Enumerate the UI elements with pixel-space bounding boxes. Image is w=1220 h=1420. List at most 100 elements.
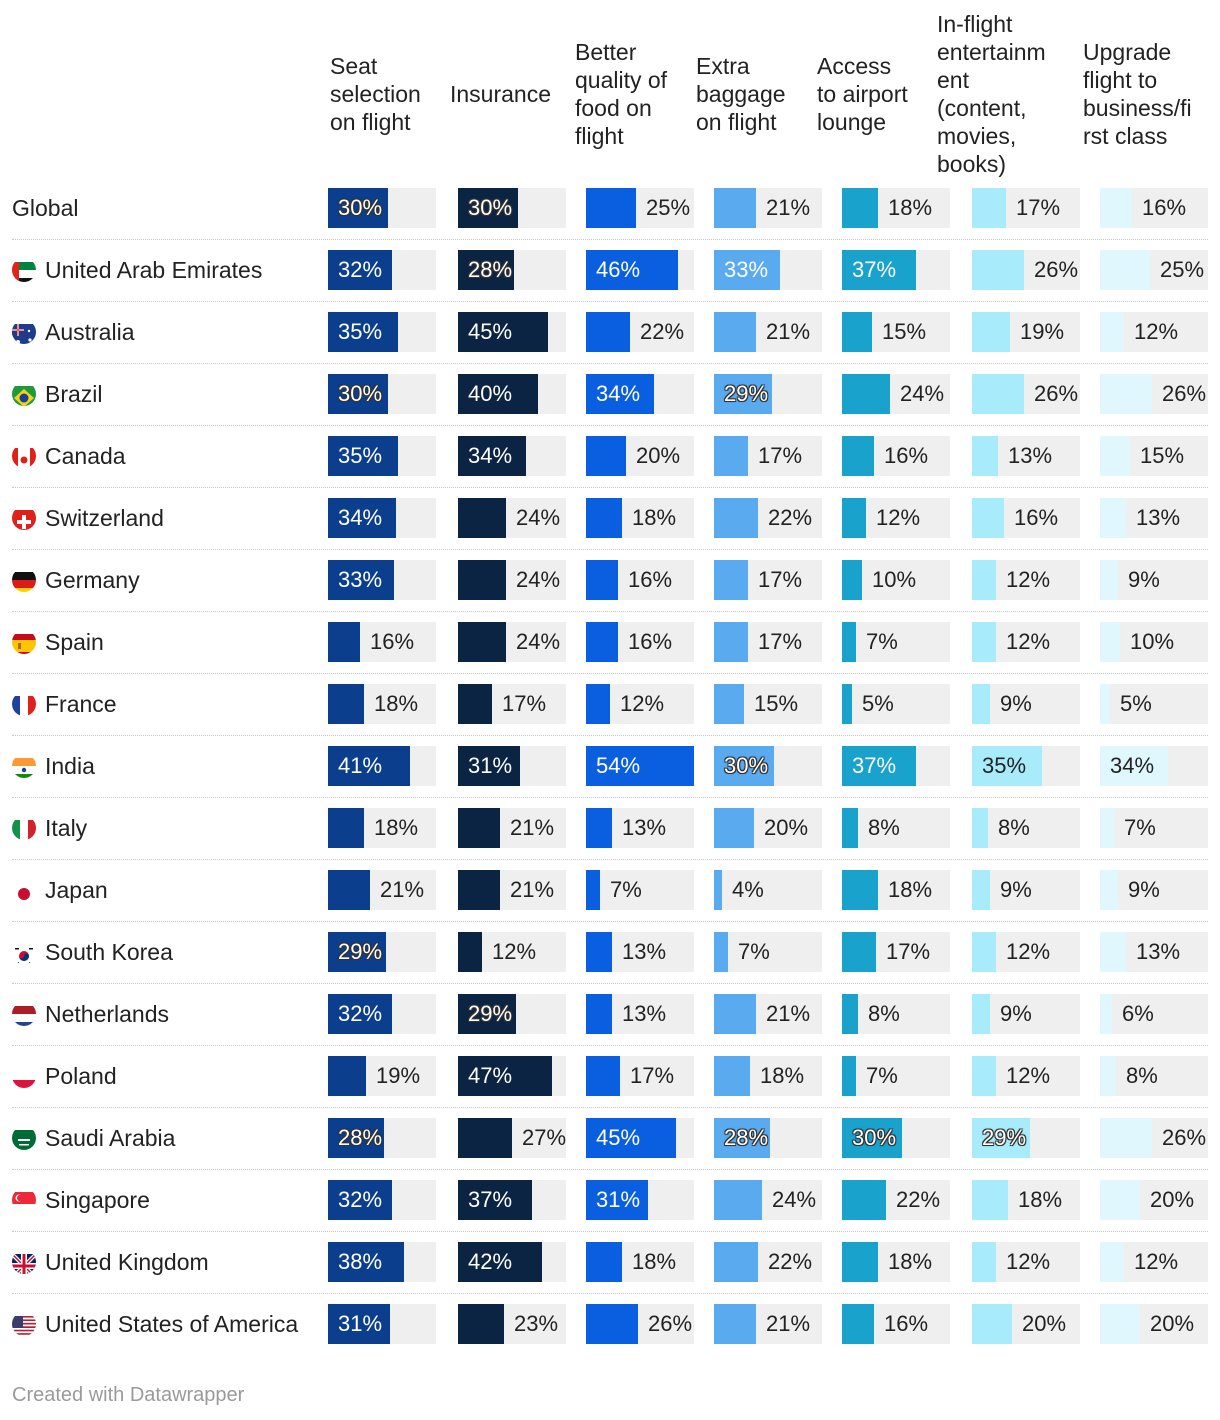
bar[interactable]: [714, 374, 772, 414]
bar[interactable]: [328, 808, 364, 848]
bar[interactable]: [972, 932, 996, 972]
bar[interactable]: [1100, 1242, 1124, 1282]
bar[interactable]: [1100, 1056, 1116, 1096]
bar[interactable]: [1100, 498, 1126, 538]
bar[interactable]: [458, 188, 518, 228]
bar[interactable]: [972, 498, 1004, 538]
bar[interactable]: [586, 560, 618, 600]
bar[interactable]: [586, 498, 622, 538]
bar[interactable]: [1100, 250, 1150, 290]
bar[interactable]: [842, 560, 862, 600]
bar[interactable]: [842, 684, 852, 724]
bar[interactable]: [842, 746, 916, 786]
bar[interactable]: [1100, 746, 1168, 786]
bar[interactable]: [714, 1180, 762, 1220]
bar[interactable]: [586, 1056, 620, 1096]
bar[interactable]: [458, 1242, 542, 1282]
bar[interactable]: [842, 1180, 886, 1220]
bar[interactable]: [714, 560, 748, 600]
bar[interactable]: [458, 622, 506, 662]
bar[interactable]: [1100, 188, 1132, 228]
bar[interactable]: [842, 312, 872, 352]
bar[interactable]: [972, 374, 1024, 414]
bar[interactable]: [714, 436, 748, 476]
bar[interactable]: [1100, 932, 1126, 972]
bar[interactable]: [328, 994, 392, 1034]
bar[interactable]: [972, 1180, 1008, 1220]
bar[interactable]: [328, 932, 386, 972]
bar[interactable]: [714, 808, 754, 848]
bar[interactable]: [458, 1118, 512, 1158]
bar[interactable]: [328, 188, 388, 228]
bar[interactable]: [842, 250, 916, 290]
bar[interactable]: [458, 994, 516, 1034]
bar[interactable]: [458, 746, 520, 786]
bar[interactable]: [714, 746, 774, 786]
bar[interactable]: [972, 1304, 1012, 1344]
bar[interactable]: [972, 994, 990, 1034]
bar[interactable]: [842, 188, 878, 228]
bar[interactable]: [714, 870, 722, 910]
bar[interactable]: [714, 312, 756, 352]
bar[interactable]: [458, 1304, 504, 1344]
bar[interactable]: [586, 436, 626, 476]
bar[interactable]: [458, 374, 538, 414]
bar[interactable]: [586, 312, 630, 352]
bar[interactable]: [328, 746, 410, 786]
bar[interactable]: [328, 436, 398, 476]
bar[interactable]: [1100, 622, 1120, 662]
bar[interactable]: [328, 498, 396, 538]
bar[interactable]: [972, 1056, 996, 1096]
bar[interactable]: [714, 1056, 750, 1096]
bar[interactable]: [972, 1242, 996, 1282]
bar[interactable]: [328, 1242, 404, 1282]
bar[interactable]: [586, 188, 636, 228]
bar[interactable]: [458, 1180, 532, 1220]
bar[interactable]: [1100, 684, 1110, 724]
bar[interactable]: [972, 436, 998, 476]
bar[interactable]: [586, 746, 694, 786]
bar[interactable]: [458, 808, 500, 848]
bar[interactable]: [586, 1242, 622, 1282]
bar[interactable]: [586, 932, 612, 972]
bar[interactable]: [586, 870, 600, 910]
bar[interactable]: [328, 312, 398, 352]
bar[interactable]: [842, 1304, 874, 1344]
bar[interactable]: [328, 1056, 366, 1096]
bar[interactable]: [842, 1242, 878, 1282]
bar[interactable]: [842, 436, 874, 476]
bar[interactable]: [458, 684, 492, 724]
bar[interactable]: [714, 622, 748, 662]
bar[interactable]: [972, 684, 990, 724]
bar[interactable]: [714, 498, 758, 538]
bar[interactable]: [972, 250, 1024, 290]
footer-credit[interactable]: Created with Datawrapper: [12, 1384, 245, 1406]
bar[interactable]: [1100, 374, 1152, 414]
bar[interactable]: [842, 1118, 902, 1158]
bar[interactable]: [1100, 1180, 1140, 1220]
bar[interactable]: [328, 1118, 384, 1158]
bar[interactable]: [586, 374, 654, 414]
bar[interactable]: [714, 1118, 770, 1158]
bar[interactable]: [714, 684, 744, 724]
bar[interactable]: [714, 1242, 758, 1282]
bar[interactable]: [842, 932, 876, 972]
bar[interactable]: [842, 374, 890, 414]
bar[interactable]: [714, 932, 728, 972]
bar[interactable]: [842, 1056, 856, 1096]
bar[interactable]: [458, 498, 506, 538]
bar[interactable]: [972, 808, 988, 848]
bar[interactable]: [1100, 870, 1118, 910]
bar[interactable]: [842, 498, 866, 538]
bar[interactable]: [714, 994, 756, 1034]
bar[interactable]: [586, 808, 612, 848]
bar[interactable]: [328, 374, 388, 414]
bar[interactable]: [458, 870, 500, 910]
bar[interactable]: [1100, 808, 1114, 848]
bar[interactable]: [972, 1118, 1030, 1158]
bar[interactable]: [586, 994, 612, 1034]
bar[interactable]: [586, 1304, 638, 1344]
bar[interactable]: [328, 870, 370, 910]
bar[interactable]: [586, 1180, 648, 1220]
bar[interactable]: [1100, 1118, 1152, 1158]
